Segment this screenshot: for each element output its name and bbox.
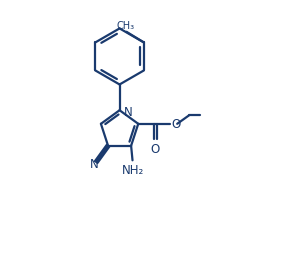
Text: N: N — [124, 105, 132, 118]
Text: O: O — [171, 118, 180, 131]
Text: NH₂: NH₂ — [121, 163, 144, 176]
Text: N: N — [90, 158, 99, 171]
Text: O: O — [151, 142, 160, 155]
Text: CH₃: CH₃ — [116, 21, 134, 31]
